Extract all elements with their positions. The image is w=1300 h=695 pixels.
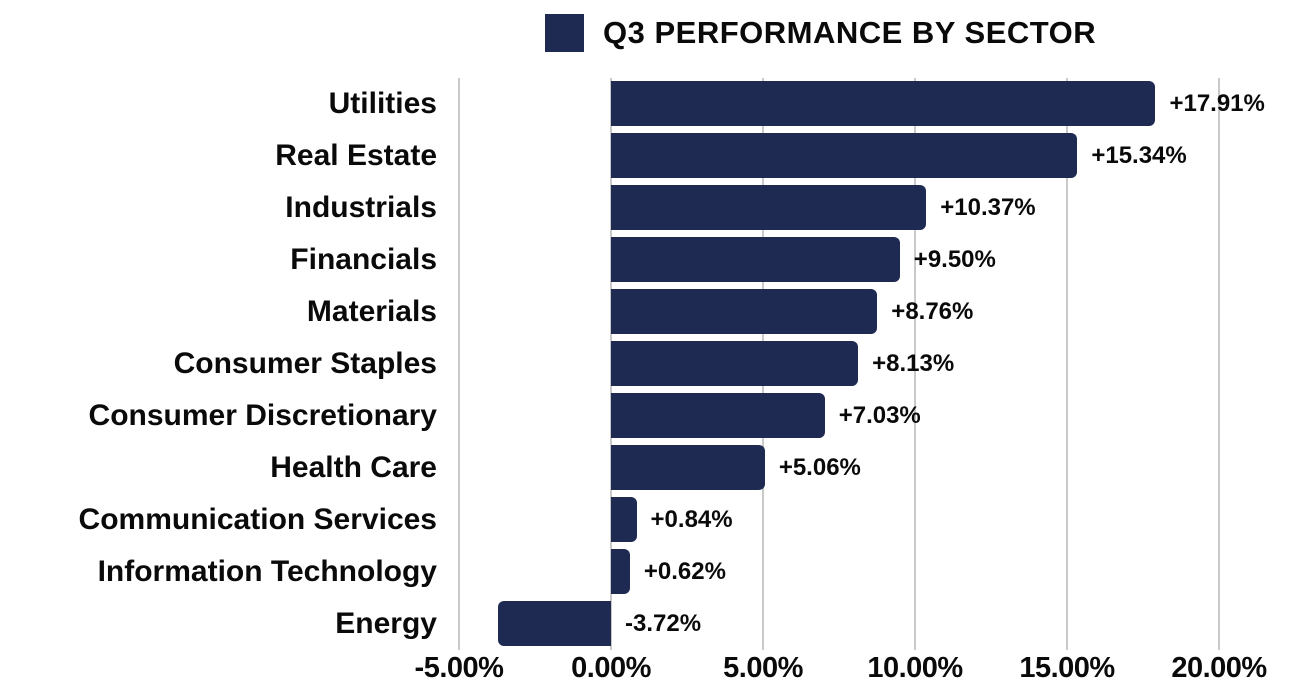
- legend-swatch-icon: [545, 14, 584, 52]
- value-label: +7.03%: [838, 402, 921, 429]
- bar: [611, 341, 859, 386]
- x-axis-tick-label: 0.00%: [571, 652, 651, 684]
- bar: [611, 393, 825, 438]
- value-label: -3.72%: [625, 610, 702, 637]
- category-label: Consumer Discretionary: [88, 399, 437, 432]
- category-label: Financials: [290, 243, 437, 276]
- value-label: +15.34%: [1091, 142, 1187, 169]
- value-label: +8.13%: [872, 350, 955, 377]
- category-label: Utilities: [328, 87, 437, 120]
- bar: [611, 549, 630, 594]
- bar: [611, 289, 878, 334]
- gridline-20.00%: [1218, 78, 1220, 650]
- chart-title: Q3 PERFORMANCE BY SECTOR: [603, 15, 1097, 50]
- bar: [611, 133, 1078, 178]
- value-label: +5.06%: [778, 454, 861, 481]
- category-label: Real Estate: [275, 139, 437, 172]
- value-label: +9.50%: [913, 246, 996, 273]
- category-label: Consumer Staples: [173, 347, 437, 380]
- bar: [611, 497, 637, 542]
- value-label: +8.76%: [891, 298, 974, 325]
- category-label: Health Care: [270, 451, 437, 484]
- gridline-10.00%: [914, 78, 916, 650]
- category-label: Energy: [335, 607, 437, 640]
- bar: [611, 81, 1156, 126]
- x-axis-tick-label: 10.00%: [867, 652, 963, 684]
- value-label: +0.84%: [650, 506, 733, 533]
- x-axis-tick-label: 5.00%: [723, 652, 803, 684]
- bar: [611, 185, 927, 230]
- gridline--5.00%: [458, 78, 460, 650]
- x-axis-tick-label: -5.00%: [414, 652, 504, 684]
- x-axis-tick-label: 15.00%: [1019, 652, 1115, 684]
- value-label: +17.91%: [1169, 90, 1265, 117]
- category-label: Materials: [306, 295, 437, 328]
- category-label: Information Technology: [97, 555, 437, 588]
- x-axis-tick-label: 20.00%: [1171, 652, 1267, 684]
- category-label: Industrials: [285, 191, 437, 224]
- bar: [611, 445, 765, 490]
- bar: [497, 601, 611, 646]
- value-label: +10.37%: [940, 194, 1036, 221]
- gridline-15.00%: [1066, 78, 1068, 650]
- category-label: Communication Services: [78, 503, 437, 536]
- value-label: +0.62%: [643, 558, 726, 585]
- bar: [611, 237, 900, 282]
- chart-legend: Q3 PERFORMANCE BY SECTOR: [545, 14, 1096, 52]
